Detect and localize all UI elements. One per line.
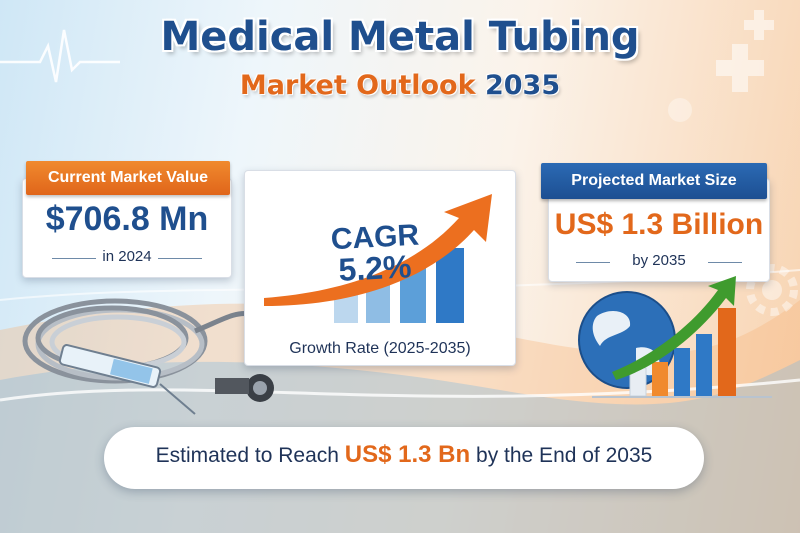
metal-tubing-illustration xyxy=(22,298,274,415)
growth-arrow-icon xyxy=(264,194,492,306)
projected-market-value: US$ 1.3 Billion xyxy=(554,208,764,241)
page-title: Medical Metal Tubing xyxy=(160,14,640,60)
cagr-value: 5.2% xyxy=(337,248,413,288)
globe-growth-illustration xyxy=(578,276,772,398)
summary-prefix: Estimated to Reach xyxy=(155,444,339,467)
summary-text: Estimated to Reach US$ 1.3 Bn by the End… xyxy=(104,441,704,469)
current-market-value: $706.8 Mn xyxy=(45,200,209,238)
current-market-label: Current Market Value xyxy=(26,161,230,195)
syringe-illustration xyxy=(58,344,196,415)
summary-highlight: US$ 1.3 Bn xyxy=(344,441,471,468)
page-subtitle: Market Outlook 2035 xyxy=(0,70,800,101)
projected-market-year: by 2035 xyxy=(632,252,686,269)
subtitle-market-outlook: Market Outlook xyxy=(239,70,476,101)
summary-banner xyxy=(104,427,704,489)
current-market-year: in 2024 xyxy=(102,248,152,265)
bar-chart-icon xyxy=(334,248,464,323)
divider xyxy=(576,262,610,263)
subtitle-year: 2035 xyxy=(484,70,561,101)
growth-chart-illustration xyxy=(264,194,492,323)
summary-suffix: by the End of 2035 xyxy=(476,444,653,467)
growth-arrow-icon xyxy=(612,276,736,380)
growth-period-label: Growth Rate (2025-2035) xyxy=(289,340,471,357)
divider xyxy=(158,258,202,259)
divider xyxy=(52,258,96,259)
projected-market-label: Projected Market Size xyxy=(541,163,767,199)
connector-illustration xyxy=(215,374,274,402)
bar-chart-icon xyxy=(592,308,772,398)
divider xyxy=(708,262,742,263)
